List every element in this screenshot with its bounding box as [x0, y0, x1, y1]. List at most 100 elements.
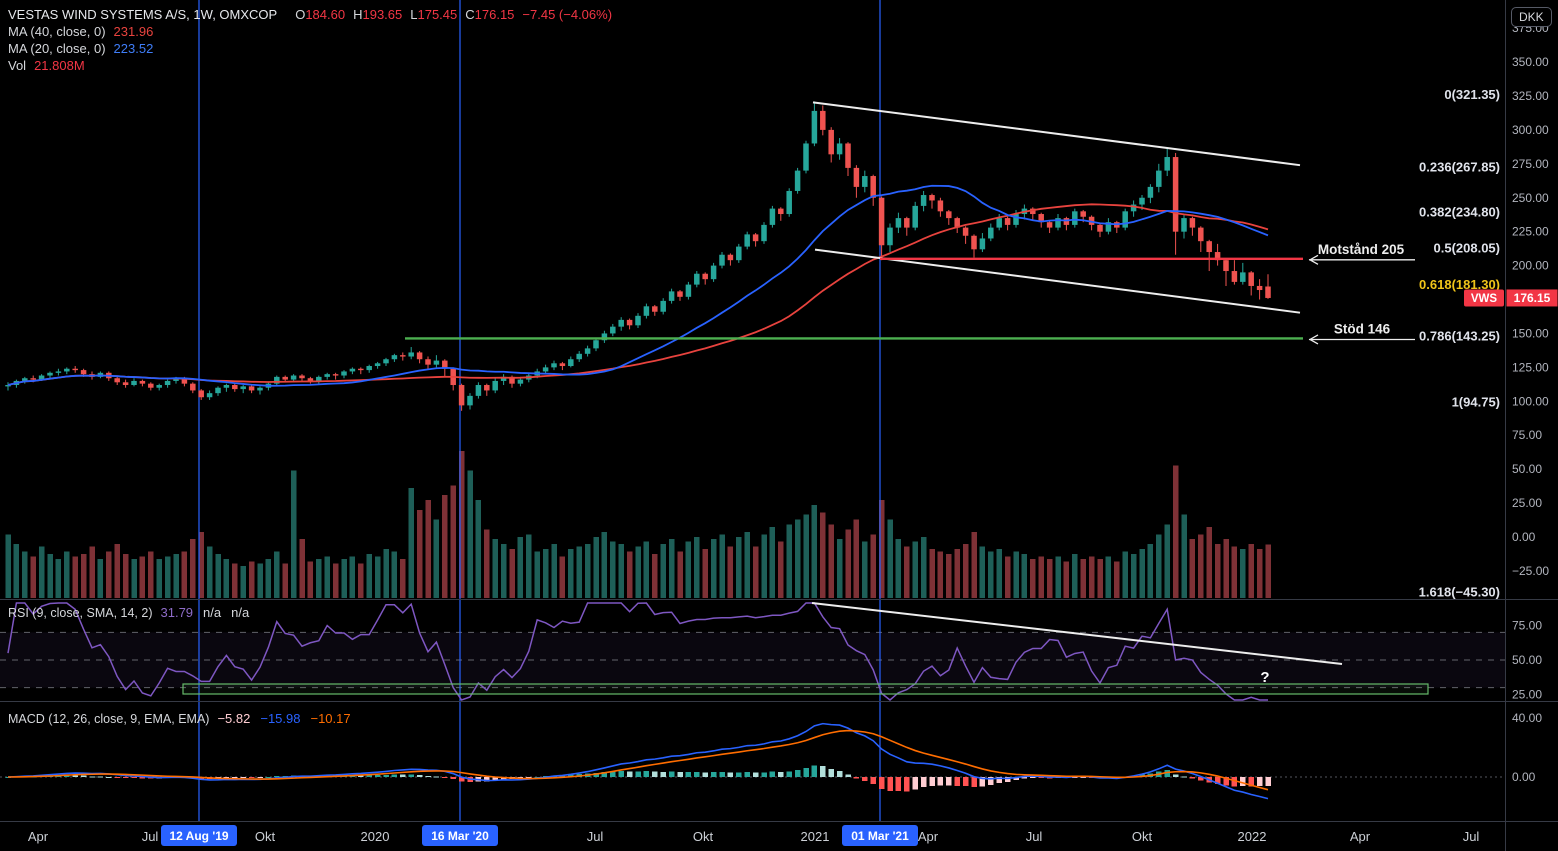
- date-marker-badge[interactable]: [161, 825, 237, 846]
- price-tick-label: 225.00: [1512, 225, 1549, 239]
- symbol-legend: VESTAS WIND SYSTEMS A/S, 1W, OMXCOP O184.…: [8, 6, 612, 74]
- volume-label: Vol: [8, 58, 27, 73]
- high-label: H: [353, 7, 363, 22]
- macd-tick-label: 40.00: [1512, 711, 1542, 725]
- fib-level-label[interactable]: 1.618(−45.30): [1419, 584, 1500, 599]
- level-label: Stöd 146: [1334, 321, 1391, 336]
- moving-averages: [7, 184, 1269, 387]
- ma40-row[interactable]: MA (40, close, 0) 231.96: [8, 23, 612, 40]
- level-label: Motstånd 205: [1318, 242, 1405, 257]
- time-axis-label: Okt: [255, 829, 276, 844]
- fib-level-label[interactable]: 0.618(181.30): [1419, 277, 1500, 292]
- time-axis-label: Apr: [28, 829, 49, 844]
- ma20-row[interactable]: MA (20, close, 0) 223.52: [8, 40, 612, 57]
- rsi-na1: n/a: [203, 605, 222, 620]
- rsi-value: 31.79: [160, 605, 194, 620]
- rsi-tick-label: 50.00: [1512, 653, 1542, 667]
- rsi-tick-label: 25.00: [1512, 688, 1542, 702]
- price-tick-label: 150.00: [1512, 326, 1549, 340]
- rsi-oversold-box[interactable]: [182, 683, 1429, 695]
- annotations[interactable]: Motstånd 205 Stöd 146 0(321.35) 0.236(267.8…: [182, 87, 1501, 695]
- price-tick-label: 300.00: [1512, 123, 1549, 137]
- time-axis-label: 2020: [361, 829, 390, 844]
- volume-bars[interactable]: [5, 451, 1271, 598]
- trend-channel-line[interactable]: [812, 101, 1301, 167]
- last-price-text: 176.15: [1514, 291, 1551, 305]
- candles[interactable]: [5, 101, 1271, 411]
- volume-row[interactable]: Vol 21.808M: [8, 57, 612, 74]
- price-tick-label: 50.00: [1512, 462, 1542, 476]
- macd-line-value: −15.98: [260, 711, 301, 726]
- macd-tick-label: 0.00: [1512, 770, 1536, 784]
- currency-badge[interactable]: DKK: [1511, 7, 1552, 27]
- volume-value: 21.808M: [34, 58, 85, 73]
- macd-histogram[interactable]: [5, 765, 1271, 792]
- close-value: 176.15: [474, 7, 515, 22]
- time-axis-label: Okt: [1132, 829, 1153, 844]
- rsi-tick-label: 75.00: [1512, 619, 1542, 633]
- date-marker-badge[interactable]: [842, 825, 918, 846]
- change-value: −7.45 (−4.06%): [522, 7, 613, 22]
- time-axis-label: Jul: [142, 829, 159, 844]
- ma20-label: MA (20, close, 0): [8, 41, 106, 56]
- last-price-badge[interactable]: [1506, 289, 1558, 307]
- fib-level-label[interactable]: 0(321.35): [1444, 87, 1500, 102]
- price-tick-label: −25.00: [1512, 564, 1549, 578]
- fib-level-label[interactable]: 0.786(143.25): [1419, 329, 1500, 344]
- low-label: L: [410, 7, 418, 22]
- price-tick-label: 0.00: [1512, 530, 1536, 544]
- rsi-label: RSI (9, close, SMA, 14, 2): [8, 606, 153, 620]
- symbol-info-row[interactable]: VESTAS WIND SYSTEMS A/S, 1W, OMXCOP O184.…: [8, 6, 612, 23]
- trend-channel-line[interactable]: [814, 248, 1301, 314]
- arrow-left-icon: [1308, 334, 1319, 345]
- date-marker-text: 16 Mar '20: [431, 829, 489, 843]
- symbol-title: VESTAS WIND SYSTEMS A/S, 1W, OMXCOP: [8, 7, 278, 22]
- fib-level-label[interactable]: 0.382(234.80): [1419, 204, 1500, 219]
- price-tick-label: 250.00: [1512, 191, 1549, 205]
- macd-label: MACD (12, 26, close, 9, EMA, EMA): [8, 712, 210, 726]
- ma40-label: MA (40, close, 0): [8, 24, 106, 39]
- symbol-price-flag[interactable]: [1464, 289, 1504, 307]
- price-tick-label: 25.00: [1512, 496, 1542, 510]
- price-tick-label: 100.00: [1512, 394, 1549, 408]
- price-tick-label: 125.00: [1512, 360, 1549, 374]
- rsi-legend[interactable]: RSI (9, close, SMA, 14, 2) 31.79 n/a n/a: [8, 605, 259, 620]
- price-tick-label: 200.00: [1512, 259, 1549, 273]
- question-mark-annotation: ?: [1260, 669, 1269, 686]
- time-axis-label: 2021: [801, 829, 830, 844]
- time-axis-label: 2022: [1238, 829, 1267, 844]
- price-tick-label: 325.00: [1512, 89, 1549, 103]
- time-axis-label: Jul: [587, 829, 604, 844]
- high-value: 193.65: [362, 7, 403, 22]
- time-axis-label: Jul: [1026, 829, 1043, 844]
- arrow-left-icon: [1308, 254, 1319, 265]
- macd-lines: [7, 722, 1269, 800]
- time-axis-label: Jul: [1463, 829, 1480, 844]
- time-axis-label: Apr: [918, 829, 939, 844]
- rsi-band: [0, 631, 1505, 778]
- close-label: C: [465, 7, 475, 22]
- rsi-trendline[interactable]: [811, 602, 1343, 665]
- price-tick-label: 75.00: [1512, 428, 1542, 442]
- price-tick-label: 350.00: [1512, 55, 1549, 69]
- symbol-flag-text: VWS: [1471, 293, 1498, 305]
- fib-level-label[interactable]: 0.236(267.85): [1419, 160, 1500, 175]
- rsi-na2: n/a: [231, 605, 250, 620]
- open-value: 184.60: [305, 7, 346, 22]
- date-marker-text: 12 Aug '19: [169, 829, 228, 843]
- fib-level-label[interactable]: 1(94.75): [1452, 394, 1500, 409]
- macd-legend[interactable]: MACD (12, 26, close, 9, EMA, EMA) −5.82 −1…: [8, 711, 351, 726]
- event-vlines[interactable]: [198, 0, 881, 821]
- price-tick-label: 275.00: [1512, 157, 1549, 171]
- open-label: O: [295, 7, 306, 22]
- macd-hist-value: −5.82: [217, 711, 251, 726]
- ma40-value: 231.96: [113, 24, 154, 39]
- time-axis[interactable]: Apr Jul Okt 2020 Jul Okt 2021 Apr Jul Okt 2022 Apr J…: [28, 825, 1480, 846]
- rsi-line: [7, 602, 1268, 701]
- ma20-value: 223.52: [113, 41, 154, 56]
- fib-level-label[interactable]: 0.5(208.05): [1434, 241, 1501, 256]
- date-marker-badge[interactable]: [422, 825, 498, 846]
